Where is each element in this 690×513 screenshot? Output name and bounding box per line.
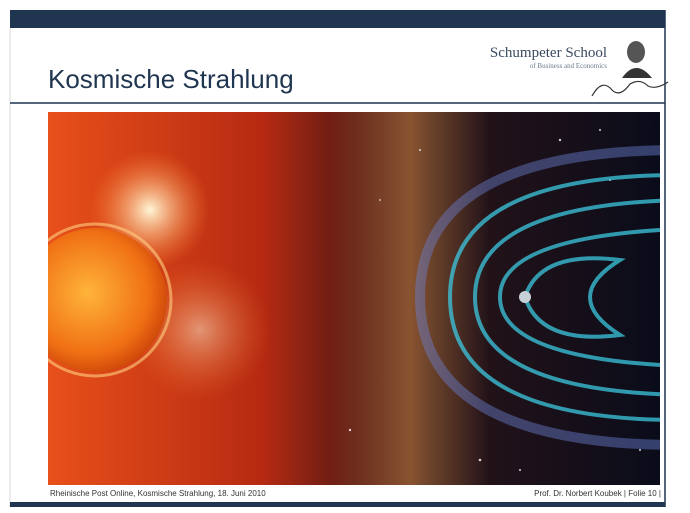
logo-subtitle: of Business and Economics [530,62,607,70]
author-text: Prof. Dr. Norbert Koubek | Folie 10 | [534,489,661,498]
source-text: Rheinische Post Online, Kosmische Strahl… [50,489,266,498]
slide-title: Kosmische Strahlung [48,64,294,94]
slide: Kosmische Strahlung Schumpeter School of… [0,0,690,513]
logo-name: Schumpeter School [490,45,607,61]
logo-portrait [622,41,652,78]
earth [519,291,531,303]
logo-signature [592,81,668,96]
bottom-bar [10,502,665,507]
space-image [19,112,680,485]
top-bar [10,10,665,28]
